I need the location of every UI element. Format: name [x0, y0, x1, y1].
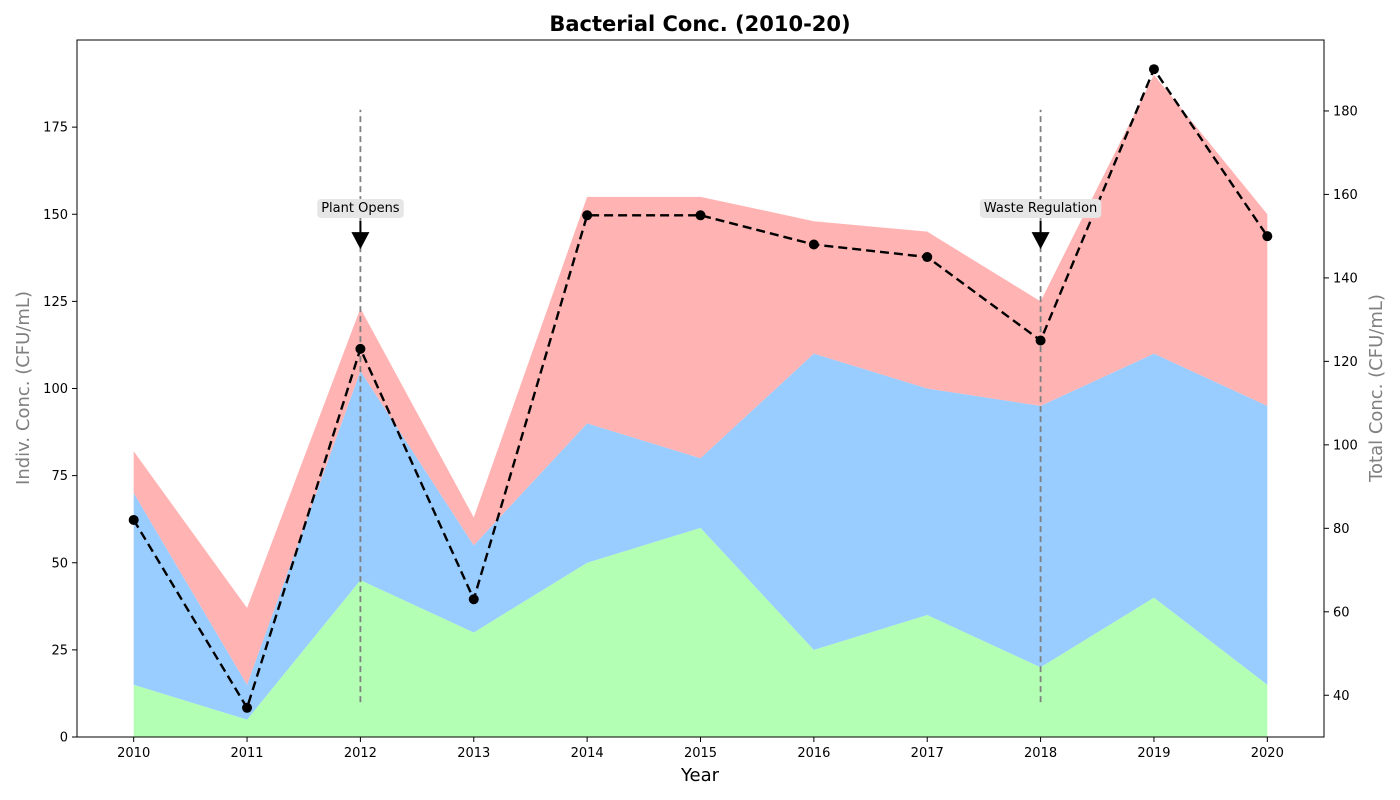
total-point-2018: [1035, 335, 1046, 346]
y-axis-right-ticks: 40 60 80 100 120 140 160 180: [1324, 104, 1358, 704]
x-tick-label: 2011: [230, 746, 263, 761]
x-axis-ticks: 2010 2011 2012 2013 2014 2015 2016 2017 2018 2019…: [117, 737, 1284, 761]
y-axis-left-title: Indiv. Conc. (CFU/mL): [13, 291, 34, 485]
total-point-2010: [128, 514, 139, 525]
x-tick-label: 2020: [1251, 746, 1284, 761]
x-tick-label: 2016: [797, 746, 830, 761]
y-right-tick-label: 100: [1333, 438, 1358, 453]
annotation-2: Waste Regulation: [979, 199, 1102, 250]
total-line-layer: [128, 64, 1273, 713]
y-left-tick-label: 50: [51, 556, 68, 571]
y-right-tick-label: 120: [1333, 355, 1358, 370]
annotation-1: Plant Opens: [317, 199, 404, 250]
total-point-2014: [582, 210, 593, 221]
total-point-2017: [922, 252, 933, 263]
x-tick-label: 2017: [911, 746, 944, 761]
y-left-tick-label: 125: [43, 295, 68, 310]
stacked-area-layer: [133, 74, 1268, 737]
annotation-label-box: [979, 199, 1102, 218]
area-series-3: [133, 74, 1268, 685]
y-left-tick-label: 75: [51, 469, 68, 484]
x-tick-label: 2010: [117, 746, 150, 761]
y-left-tick-label: 100: [43, 382, 68, 397]
x-tick-label: 2018: [1024, 746, 1057, 761]
total-point-2012: [355, 343, 366, 354]
y-left-tick-label: 0: [60, 731, 68, 746]
annotation-arrow-head: [1031, 232, 1050, 250]
x-tick-label: 2015: [684, 746, 717, 761]
y-right-tick-label: 40: [1333, 689, 1350, 704]
x-tick-label: 2014: [571, 746, 604, 761]
y-axis-right-title: Total Conc. (CFU/mL): [1366, 294, 1387, 483]
total-line: [132, 68, 1269, 709]
y-right-tick-label: 140: [1333, 271, 1358, 286]
y-left-tick-label: 150: [43, 208, 68, 223]
total-point-2020: [1262, 231, 1273, 242]
annotation-arrow-head: [351, 232, 370, 250]
total-point-2019: [1148, 64, 1159, 75]
annotations-layer: Plant Opens Waste Regulation: [317, 199, 1102, 250]
y-right-tick-label: 160: [1333, 188, 1358, 203]
area-series-1: [133, 527, 1268, 737]
x-tick-label: 2012: [344, 746, 377, 761]
annotation-label: Plant Opens: [321, 201, 400, 216]
y-right-tick-label: 60: [1333, 605, 1350, 620]
y-left-tick-label: 175: [43, 121, 68, 136]
total-point-2015: [695, 210, 706, 221]
total-point-2011: [242, 702, 253, 713]
y-right-tick-label: 80: [1333, 522, 1350, 537]
x-tick-label: 2013: [457, 746, 490, 761]
annotation-label-box: [317, 199, 404, 218]
annotation-label: Waste Regulation: [984, 201, 1097, 216]
chart-title: Bacterial Conc. (2010-20): [549, 12, 850, 36]
total-point-2013: [468, 594, 479, 605]
y-right-tick-label: 180: [1333, 104, 1358, 119]
y-axis-left-ticks: 0 25 50 75 100 125 150 175: [43, 121, 77, 746]
y-left-tick-label: 25: [51, 643, 68, 658]
total-point-2016: [808, 239, 819, 250]
x-tick-label: 2019: [1137, 746, 1170, 761]
x-axis-title: Year: [680, 765, 720, 786]
area-series-2: [133, 353, 1268, 720]
